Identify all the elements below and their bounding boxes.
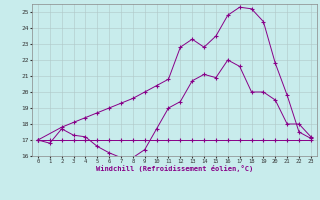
X-axis label: Windchill (Refroidissement éolien,°C): Windchill (Refroidissement éolien,°C) xyxy=(96,165,253,172)
